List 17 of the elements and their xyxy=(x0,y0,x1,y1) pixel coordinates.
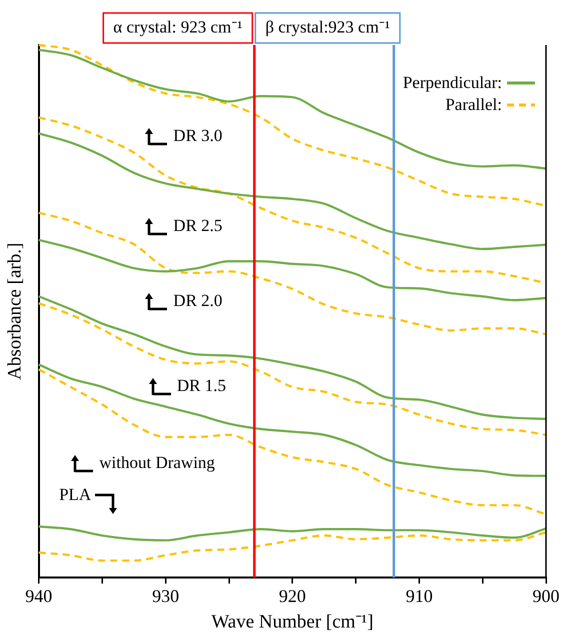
y-axis-title: Absorbance [arb.] xyxy=(4,242,26,380)
x-axis-title: Wave Number [cm⁻¹] xyxy=(211,612,374,633)
text: β crystal:923 cm⁻¹ xyxy=(265,17,390,36)
annotation: without Drawing xyxy=(99,453,215,474)
x-tick-label: 930 xyxy=(152,586,180,606)
annotation: DR 3.0 xyxy=(173,126,222,146)
legend-label: Perpendicular: xyxy=(402,73,502,93)
annotation: DR 1.5 xyxy=(176,376,226,396)
legend-label: Parallel: xyxy=(445,95,502,115)
annotation: PLA xyxy=(59,485,92,506)
text: α crystal: 923 cm⁻¹ xyxy=(113,17,242,36)
x-tick-label: 940 xyxy=(25,586,52,606)
x-tick-label: 920 xyxy=(278,586,306,606)
x-tick-label: 910 xyxy=(406,586,433,606)
annotation: DR 2.0 xyxy=(173,290,222,311)
x-tick-label: 900 xyxy=(532,586,560,606)
annotation: DR 2.5 xyxy=(173,216,222,236)
